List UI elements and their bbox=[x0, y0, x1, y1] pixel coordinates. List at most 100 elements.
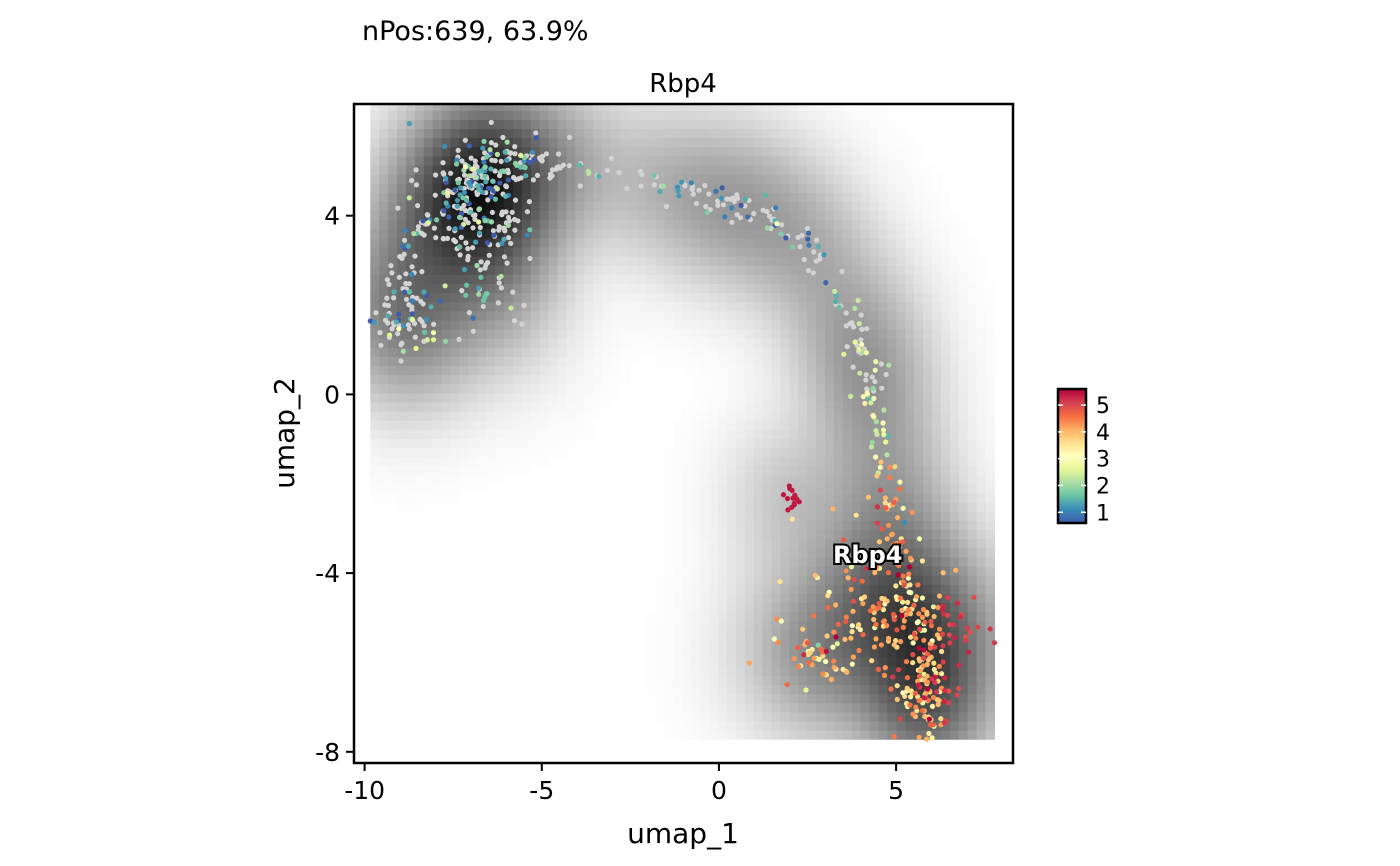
positive-cell-point bbox=[391, 289, 397, 295]
density-cell bbox=[798, 310, 808, 321]
density-cell bbox=[940, 429, 951, 439]
density-cell bbox=[388, 137, 398, 148]
density-cell bbox=[923, 584, 933, 594]
positive-cell-point bbox=[830, 644, 836, 650]
negative-cell-point bbox=[459, 288, 465, 294]
density-cell bbox=[825, 292, 835, 303]
density-cell bbox=[379, 447, 389, 458]
density-cell bbox=[905, 420, 915, 430]
density-cell bbox=[468, 465, 478, 476]
density-cell bbox=[753, 711, 764, 722]
density-cell bbox=[512, 192, 523, 202]
density-cell bbox=[450, 328, 461, 339]
density-cell bbox=[432, 429, 443, 439]
density-cell bbox=[414, 411, 425, 421]
positive-cell-point bbox=[893, 638, 899, 644]
density-cell bbox=[718, 720, 728, 731]
density-cell bbox=[468, 411, 478, 421]
density-cell bbox=[512, 256, 523, 266]
density-cell bbox=[914, 347, 924, 357]
positive-cell-point bbox=[518, 152, 524, 158]
density-cell bbox=[869, 575, 880, 585]
density-cell bbox=[967, 347, 978, 357]
density-cell bbox=[914, 620, 924, 631]
density-cell bbox=[914, 283, 924, 294]
positive-cell-point bbox=[991, 640, 998, 646]
density-cell bbox=[691, 593, 701, 604]
density-cell bbox=[718, 520, 728, 531]
density-cell bbox=[628, 210, 639, 221]
density-cell bbox=[548, 374, 559, 385]
density-cell bbox=[816, 237, 826, 248]
density-cell bbox=[851, 420, 862, 430]
negative-cell-point bbox=[495, 300, 501, 306]
density-cell bbox=[816, 146, 826, 157]
density-cell bbox=[664, 119, 675, 130]
density-cell bbox=[744, 392, 755, 403]
density-cell bbox=[700, 174, 710, 184]
density-cell bbox=[459, 365, 469, 376]
density-cell bbox=[370, 493, 380, 503]
density-cell bbox=[807, 356, 817, 367]
density-cell bbox=[976, 602, 987, 613]
density-cell bbox=[914, 274, 924, 285]
density-cell bbox=[602, 347, 612, 357]
density-cell bbox=[860, 720, 871, 731]
density-cell bbox=[932, 174, 942, 184]
positive-cell-point bbox=[815, 642, 821, 648]
positive-cell-point bbox=[931, 660, 937, 666]
density-cell bbox=[682, 547, 692, 558]
density-cell bbox=[905, 647, 915, 658]
density-cell bbox=[744, 347, 755, 357]
density-cell bbox=[949, 547, 960, 558]
density-cell bbox=[923, 383, 933, 394]
density-cell bbox=[388, 374, 398, 385]
density-cell bbox=[771, 119, 782, 130]
density-cell bbox=[584, 283, 594, 294]
positive-cell-point bbox=[911, 602, 917, 608]
negative-cell-point bbox=[431, 321, 437, 327]
density-cell bbox=[682, 155, 692, 166]
density-cell bbox=[468, 383, 478, 394]
density-cell bbox=[628, 356, 639, 367]
density-cell bbox=[646, 104, 657, 111]
density-cell bbox=[423, 328, 434, 339]
density-cell bbox=[450, 110, 461, 120]
density-cell bbox=[914, 647, 924, 658]
density-cell bbox=[833, 310, 844, 321]
density-cell bbox=[753, 104, 764, 111]
density-cell bbox=[905, 228, 915, 239]
density-cell bbox=[566, 119, 576, 130]
density-cell bbox=[860, 575, 871, 585]
density-cell bbox=[432, 155, 443, 166]
density-cell bbox=[593, 155, 603, 166]
density-cell bbox=[557, 420, 568, 430]
density-cell bbox=[816, 720, 826, 731]
density-cell bbox=[905, 174, 915, 184]
density-cell bbox=[887, 155, 897, 166]
density-cell bbox=[851, 310, 862, 321]
density-cell bbox=[887, 438, 897, 449]
positive-cell-point bbox=[921, 695, 927, 701]
density-cell bbox=[780, 666, 790, 676]
density-cell bbox=[602, 338, 612, 348]
density-cell bbox=[851, 328, 862, 339]
density-cell bbox=[655, 675, 666, 686]
density-cell bbox=[807, 593, 817, 604]
density-cell bbox=[914, 319, 924, 330]
negative-cell-point bbox=[715, 202, 721, 208]
density-cell bbox=[860, 438, 871, 449]
density-cell bbox=[593, 347, 603, 357]
density-cell bbox=[405, 265, 416, 275]
density-cell bbox=[414, 183, 425, 193]
negative-cell-point bbox=[512, 197, 519, 203]
density-cell bbox=[726, 456, 737, 467]
density-cell bbox=[851, 456, 862, 467]
density-cell bbox=[816, 456, 826, 467]
density-cell bbox=[851, 274, 862, 285]
density-cell bbox=[985, 392, 996, 403]
density-cell bbox=[842, 420, 853, 430]
density-cell bbox=[593, 210, 603, 221]
density-cell bbox=[459, 483, 469, 494]
density-cell bbox=[521, 392, 532, 403]
